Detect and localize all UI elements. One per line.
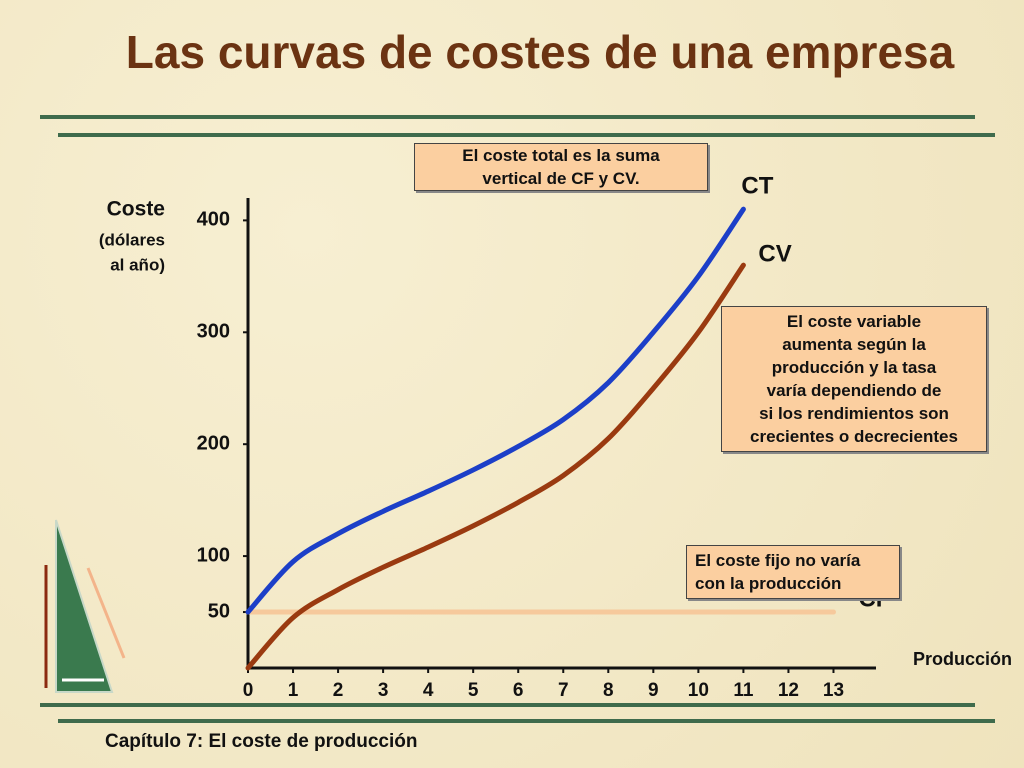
x-tick-label: 2: [333, 680, 344, 701]
x-tick-label: 8: [603, 680, 614, 701]
y-label: al año): [110, 255, 165, 274]
x-tick-label: 7: [558, 680, 569, 701]
x-tick-label: 11: [733, 680, 754, 701]
x-tick-label: 6: [513, 680, 524, 701]
annotation-line: producción y la tasa: [771, 358, 937, 377]
series-line: [245, 262, 746, 671]
x-tick-label: 10: [688, 680, 709, 701]
annotation-line: El coste variable: [786, 312, 922, 331]
x-tick-label: 3: [378, 680, 389, 701]
x-tick-label: 5: [468, 680, 479, 701]
y-tick-label: 100: [197, 544, 230, 566]
series-label: CT: [741, 173, 773, 200]
y-tick-label: 300: [197, 321, 230, 343]
y-label: Coste: [107, 198, 165, 221]
annotation-line: con la producción: [695, 574, 842, 593]
annotation-line: aumenta según la: [782, 335, 926, 354]
annotation-line: crecientes o decrecientes: [750, 427, 958, 446]
annotation-line: El coste fijo no varía: [695, 551, 861, 570]
annotation-line: El coste total es la suma: [462, 146, 660, 165]
series-line: [245, 206, 746, 615]
y-tick-label: 400: [197, 209, 230, 231]
y-tick-label: 200: [197, 432, 230, 454]
annotation: El coste total es la suma vertical de CF …: [414, 143, 708, 191]
x-tick-label: 4: [423, 680, 434, 701]
annotation-line: varía dependiendo de: [766, 381, 942, 400]
annotation: El coste fijo no varía con la producción: [686, 545, 900, 599]
y-label: (dólares: [99, 230, 165, 249]
series-label: CV: [758, 240, 791, 267]
decor-icon: [44, 519, 126, 693]
x-tick-label: 0: [243, 680, 254, 701]
footer: Capítulo 7: El coste de producción: [105, 731, 417, 752]
slide-title: Las curvas de costes de una empresa: [126, 26, 955, 78]
x-tick-label: 9: [648, 680, 659, 701]
x-tick-label: 1: [288, 680, 299, 701]
x-label: Producción: [913, 649, 1012, 669]
annotation-line: vertical de CF y CV.: [482, 169, 640, 188]
x-tick-label: 12: [778, 680, 799, 701]
annotation: El coste variable aumenta según la producc…: [721, 306, 987, 452]
annotation-line: si los rendimientos son: [759, 404, 949, 423]
x-tick-label: 13: [823, 680, 844, 701]
y-tick-label: 50: [208, 600, 230, 622]
